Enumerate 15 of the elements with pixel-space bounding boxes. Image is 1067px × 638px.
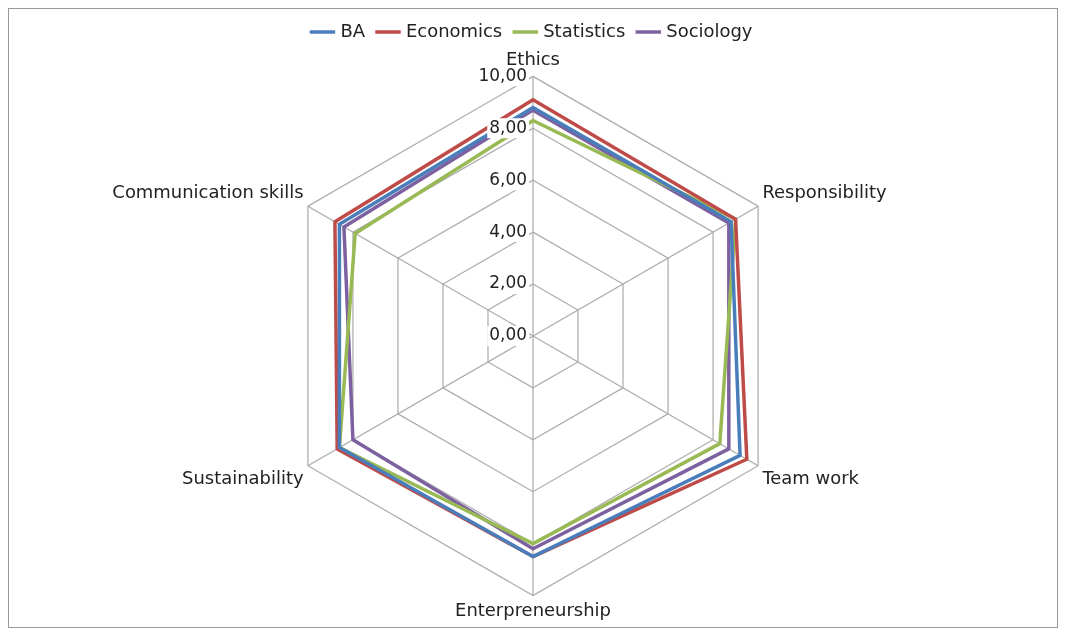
legend-label: Economics	[405, 19, 503, 41]
y-tick-label: 6,00	[489, 168, 528, 189]
y-tick-label: 8,00	[489, 116, 528, 137]
y-tick-label: 10,00	[478, 64, 528, 85]
spoke-label: Responsibility	[762, 180, 887, 202]
spoke-label: Communication skills	[112, 180, 304, 202]
spoke-label: Enterpreneurship	[455, 598, 611, 620]
legend-label: Sociology	[666, 19, 753, 41]
legend-label: BA	[340, 19, 366, 41]
y-tick-label: 2,00	[489, 272, 528, 293]
y-tick-label: 0,00	[489, 324, 528, 345]
spoke-label: Team work	[761, 466, 860, 488]
legend-label: Statistics	[543, 19, 626, 41]
spoke-label: Sustainability	[182, 466, 304, 488]
y-tick-label: 4,00	[489, 220, 528, 241]
